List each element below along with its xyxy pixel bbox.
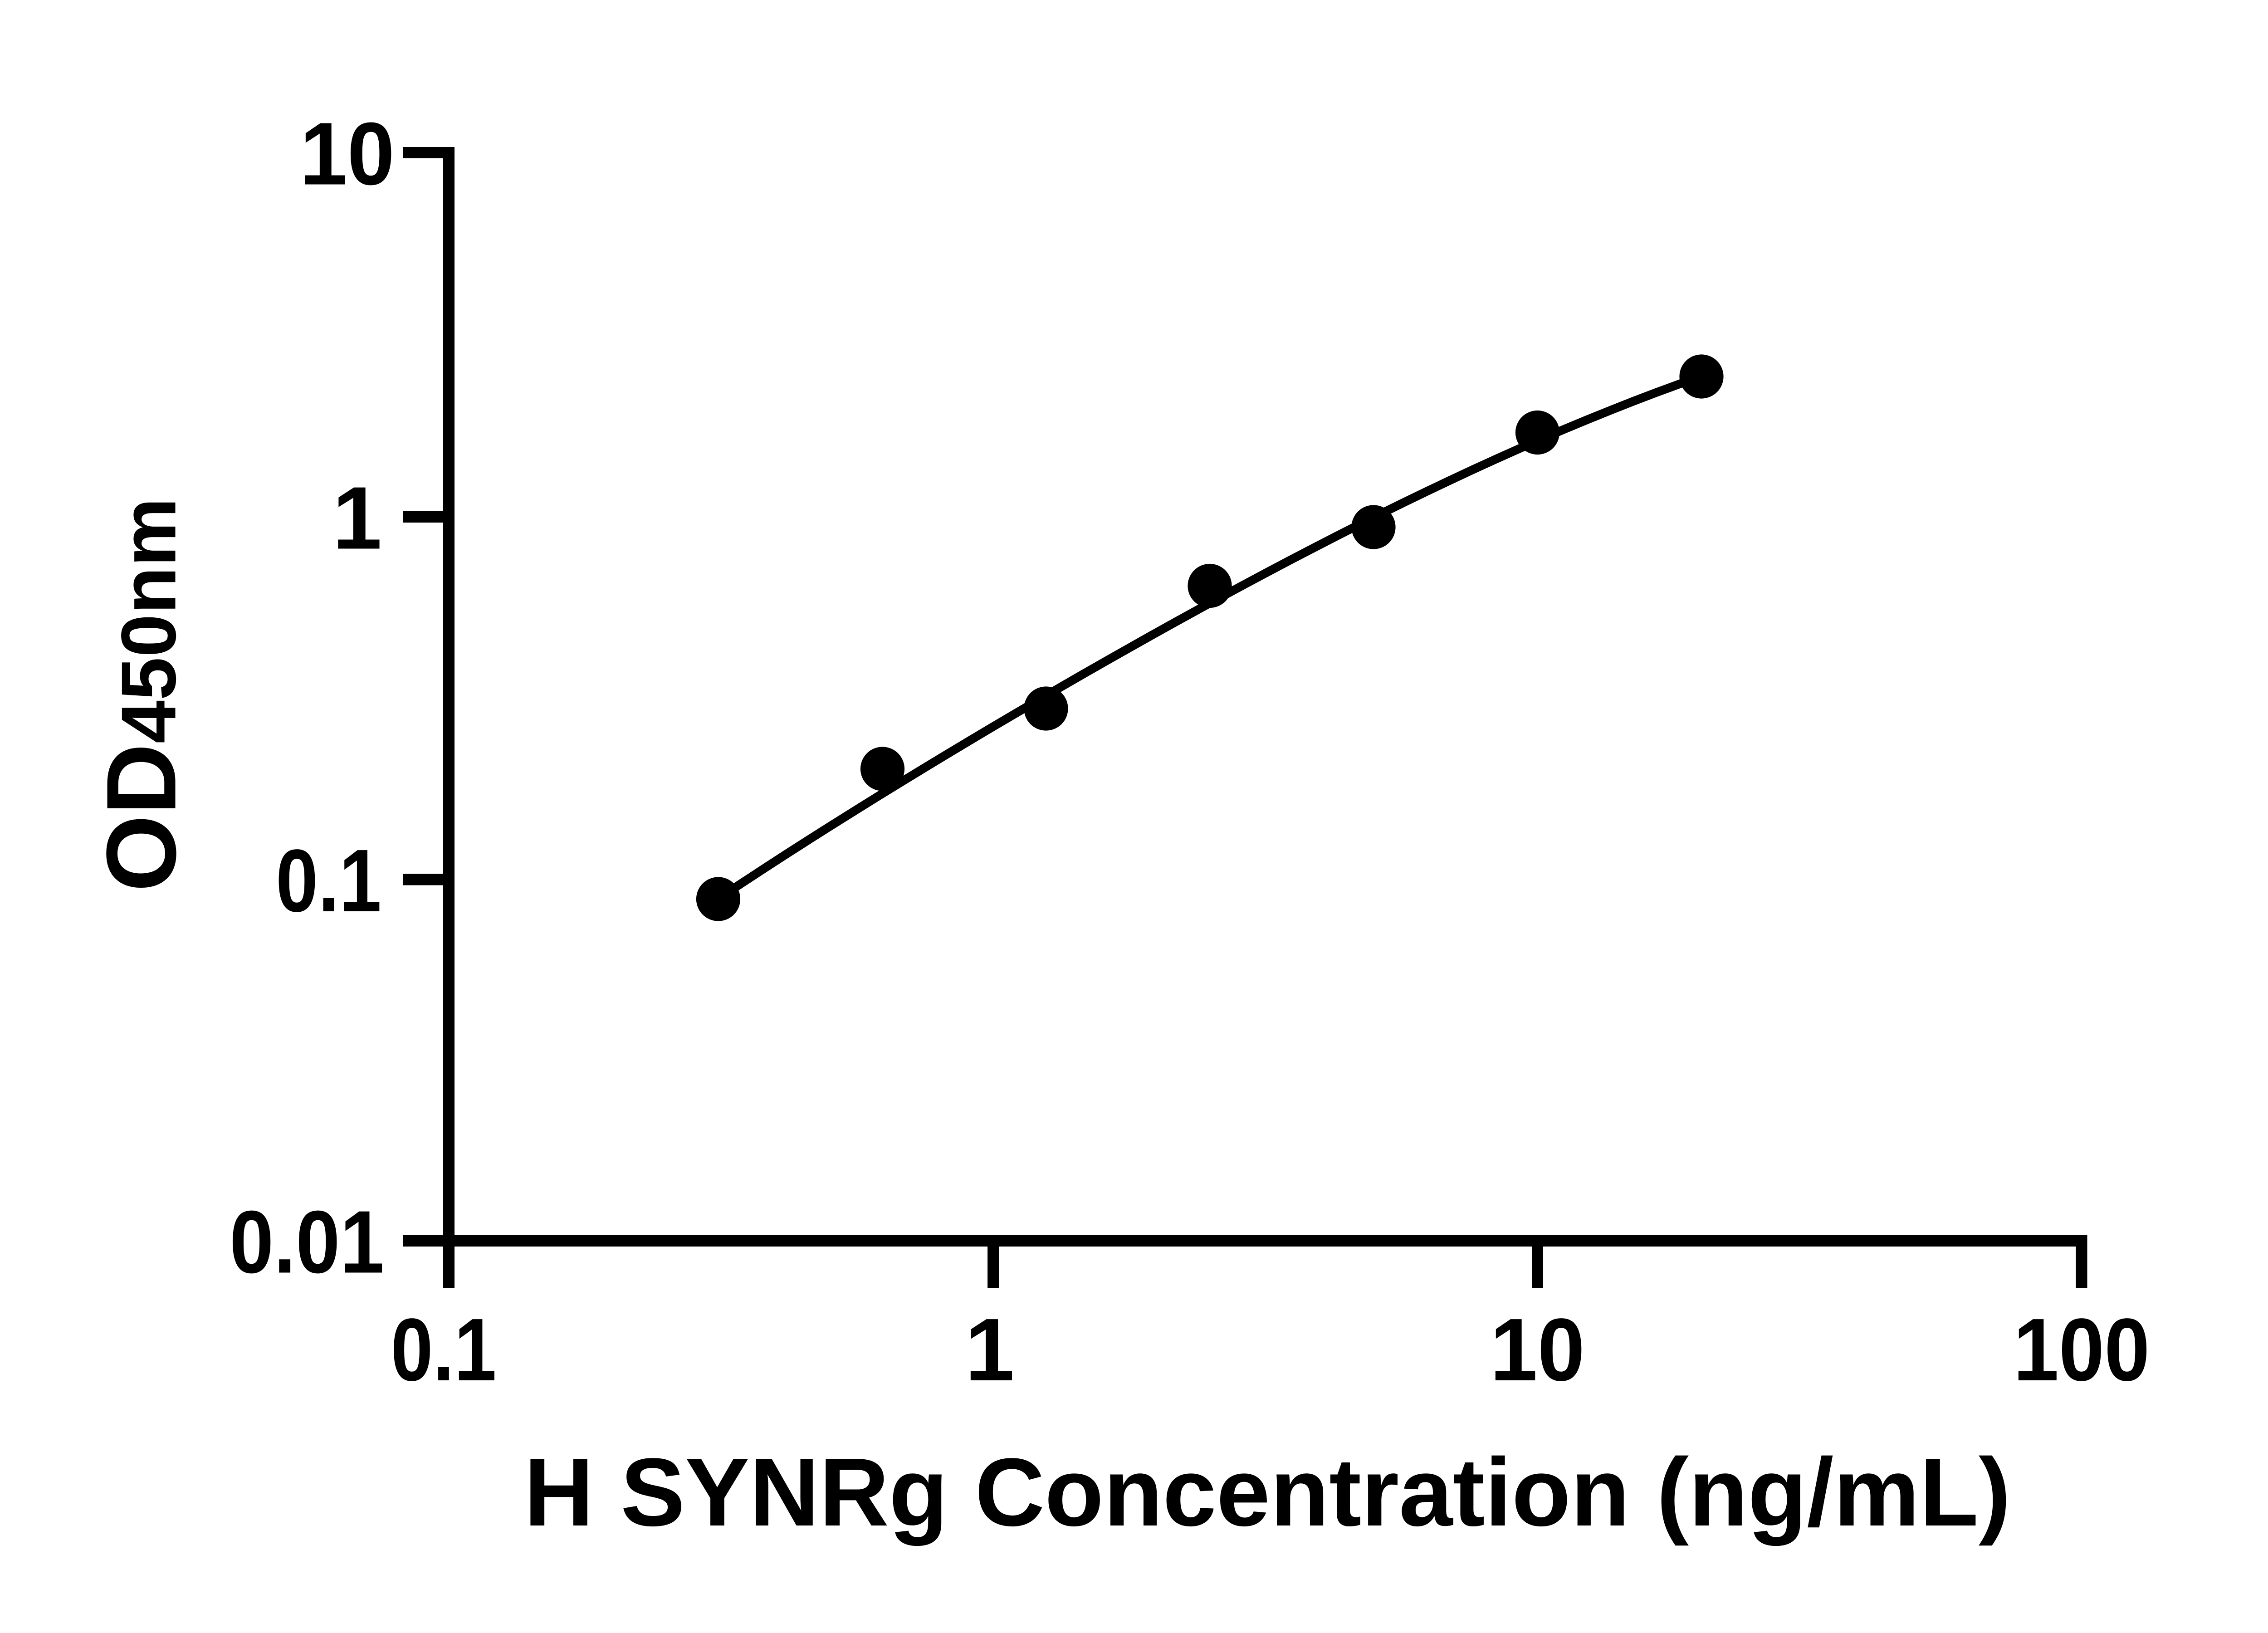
svg-text:0.1: 0.1 <box>276 831 381 930</box>
svg-text:10: 10 <box>300 104 395 204</box>
svg-text:0.01: 0.01 <box>230 1193 384 1292</box>
svg-text:1: 1 <box>332 469 382 568</box>
svg-text:1: 1 <box>965 1300 1014 1399</box>
svg-text:H SYNRg Concentration (ng/mL): H SYNRg Concentration (ng/mL) <box>524 1438 2011 1546</box>
svg-text:100: 100 <box>2014 1300 2150 1399</box>
svg-text:OD450nm: OD450nm <box>87 498 197 892</box>
svg-text:10: 10 <box>1490 1300 1585 1399</box>
svg-text:0.1: 0.1 <box>391 1300 497 1399</box>
